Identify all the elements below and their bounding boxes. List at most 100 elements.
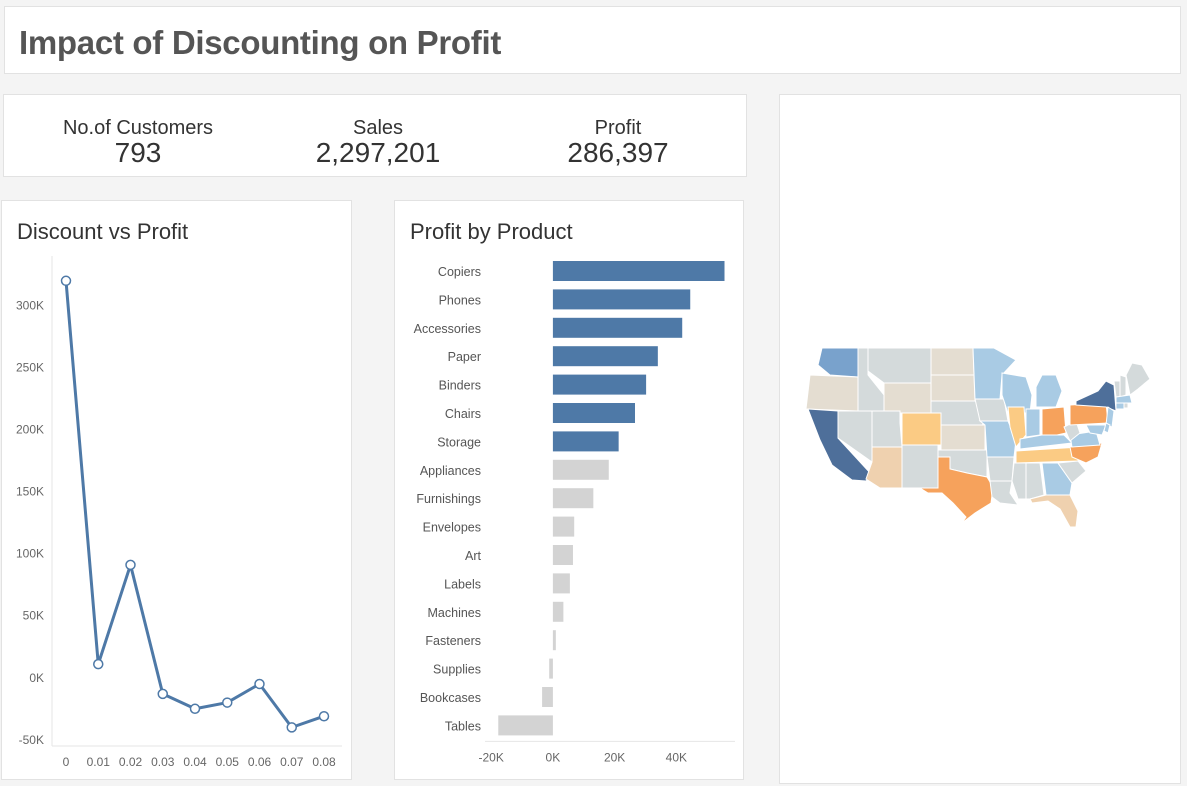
state-kansas[interactable] bbox=[940, 424, 986, 451]
x-tick-label: 20K bbox=[604, 750, 625, 764]
data-point[interactable] bbox=[254, 678, 265, 690]
bar-category-label: Storage bbox=[437, 435, 481, 449]
state-south-dakota[interactable] bbox=[930, 374, 976, 402]
state-mississippi[interactable] bbox=[1011, 462, 1027, 500]
bar[interactable] bbox=[549, 658, 553, 679]
bar-category-label: Binders bbox=[439, 379, 481, 393]
x-tick-label: 0.03 bbox=[151, 755, 175, 769]
state-michigan[interactable] bbox=[1035, 374, 1063, 408]
data-point[interactable] bbox=[125, 559, 136, 571]
y-tick-label: 300K bbox=[16, 299, 44, 313]
bar[interactable] bbox=[542, 687, 553, 707]
bar[interactable] bbox=[552, 403, 635, 423]
state-florida[interactable] bbox=[1029, 494, 1079, 528]
kpi-sales: Sales 2,297,201 bbox=[258, 117, 498, 167]
bar[interactable] bbox=[552, 516, 575, 537]
x-tick-label: 0K bbox=[546, 750, 561, 764]
state-north-dakota[interactable] bbox=[930, 347, 975, 376]
state-indiana[interactable] bbox=[1025, 408, 1041, 438]
state-washington[interactable] bbox=[817, 347, 859, 378]
bar-category-label: Accessories bbox=[414, 322, 481, 336]
state-maryland[interactable] bbox=[1085, 424, 1107, 436]
state-connecticut[interactable] bbox=[1115, 402, 1125, 410]
bar-category-label: Labels bbox=[444, 577, 481, 591]
state-ohio[interactable] bbox=[1041, 406, 1067, 438]
x-tick-label: 0.01 bbox=[87, 755, 111, 769]
kpi-profit-value: 286,397 bbox=[567, 137, 669, 168]
state-texas[interactable] bbox=[918, 456, 994, 524]
line-chart: -50K 0K 50K 100K 150K 200K 250K 300K 0 0.01 0.02 0.… bbox=[16, 256, 342, 769]
kpi-customers-label: No.of Customers bbox=[62, 117, 214, 139]
y-tick-label: 100K bbox=[16, 547, 44, 561]
state-kentucky[interactable] bbox=[1019, 434, 1074, 450]
x-tick-label: 0.04 bbox=[183, 755, 207, 769]
state-georgia[interactable] bbox=[1041, 462, 1073, 496]
bar[interactable] bbox=[552, 289, 691, 310]
bar[interactable] bbox=[552, 573, 570, 594]
state-colorado[interactable] bbox=[901, 412, 942, 446]
bar[interactable] bbox=[552, 630, 556, 651]
state-massachusetts[interactable] bbox=[1115, 394, 1133, 404]
bar[interactable] bbox=[552, 545, 573, 565]
state-new-hampshire[interactable] bbox=[1119, 374, 1127, 398]
state-wyoming[interactable] bbox=[883, 382, 932, 414]
y-tick-label: 0K bbox=[29, 671, 44, 685]
state-iowa[interactable] bbox=[974, 398, 1009, 422]
bar[interactable] bbox=[552, 488, 594, 509]
state-maine[interactable] bbox=[1125, 362, 1151, 396]
state-alabama[interactable] bbox=[1025, 462, 1045, 500]
x-tick-label: 0.05 bbox=[216, 755, 240, 769]
state-montana[interactable] bbox=[867, 347, 932, 384]
state-rhode-island[interactable] bbox=[1123, 402, 1129, 409]
bar-category-label: Envelopes bbox=[423, 521, 481, 535]
bar[interactable] bbox=[498, 715, 553, 736]
bar-category-label: Paper bbox=[448, 350, 481, 364]
bar-category-label: Furnishings bbox=[416, 492, 481, 506]
state-new-mexico[interactable] bbox=[901, 444, 939, 489]
y-tick-label: 50K bbox=[23, 609, 44, 623]
title-panel: Impact of Discounting on Profit bbox=[4, 6, 1181, 74]
data-point[interactable] bbox=[157, 688, 168, 700]
bar-chart-title: Profit by Product bbox=[410, 219, 573, 244]
profit-by-product-panel: Profit by Product Copiers Phones Accessori… bbox=[394, 200, 744, 780]
kpi-sales-value: 2,297,201 bbox=[315, 137, 441, 168]
state-utah[interactable] bbox=[871, 410, 903, 448]
data-point[interactable] bbox=[93, 658, 104, 670]
state-arkansas[interactable] bbox=[986, 456, 1015, 482]
bar-category-label: Machines bbox=[428, 606, 482, 620]
bar-category-label: Art bbox=[465, 549, 482, 563]
data-point[interactable] bbox=[189, 703, 201, 715]
bar-category-label: Copiers bbox=[438, 265, 481, 279]
data-point[interactable] bbox=[318, 710, 330, 722]
state-south-carolina[interactable] bbox=[1057, 460, 1087, 484]
data-point[interactable] bbox=[222, 697, 233, 708]
state-new-jersey[interactable] bbox=[1105, 406, 1115, 428]
discount-profit-panel: Discount vs Profit -50K 0K 50K 100K 150K 200K… bbox=[1, 200, 352, 780]
bar-category-label: Tables bbox=[445, 719, 481, 733]
data-point[interactable] bbox=[60, 275, 72, 287]
bar-category-label: Appliances bbox=[420, 464, 481, 478]
kpi-profit-label: Profit bbox=[594, 117, 642, 139]
line-chart-title: Discount vs Profit bbox=[17, 219, 189, 244]
bar[interactable] bbox=[552, 601, 564, 622]
kpi-sales-label: Sales bbox=[352, 117, 404, 139]
data-point[interactable] bbox=[286, 722, 297, 733]
bar[interactable] bbox=[552, 459, 609, 480]
state-delaware[interactable] bbox=[1103, 422, 1111, 434]
state-new-york[interactable] bbox=[1075, 380, 1117, 412]
bar[interactable] bbox=[552, 431, 619, 452]
bar-chart: Copiers Phones Accessories Paper Binders Chai… bbox=[414, 261, 735, 764]
y-tick-label: 200K bbox=[16, 423, 44, 437]
bar-category-label: Bookcases bbox=[420, 691, 481, 705]
bar-category-label: Phones bbox=[439, 293, 481, 307]
x-tick-label: 0 bbox=[63, 755, 70, 769]
bar[interactable] bbox=[552, 317, 683, 338]
bar[interactable] bbox=[552, 261, 725, 281]
x-tick-label: -20K bbox=[478, 750, 503, 764]
us-profit-map[interactable] bbox=[780, 95, 1180, 783]
x-tick-label: 40K bbox=[666, 750, 687, 764]
state-oregon[interactable] bbox=[805, 374, 859, 412]
bar[interactable] bbox=[552, 346, 658, 367]
bar[interactable] bbox=[552, 374, 647, 395]
y-tick-label: 250K bbox=[16, 361, 44, 375]
